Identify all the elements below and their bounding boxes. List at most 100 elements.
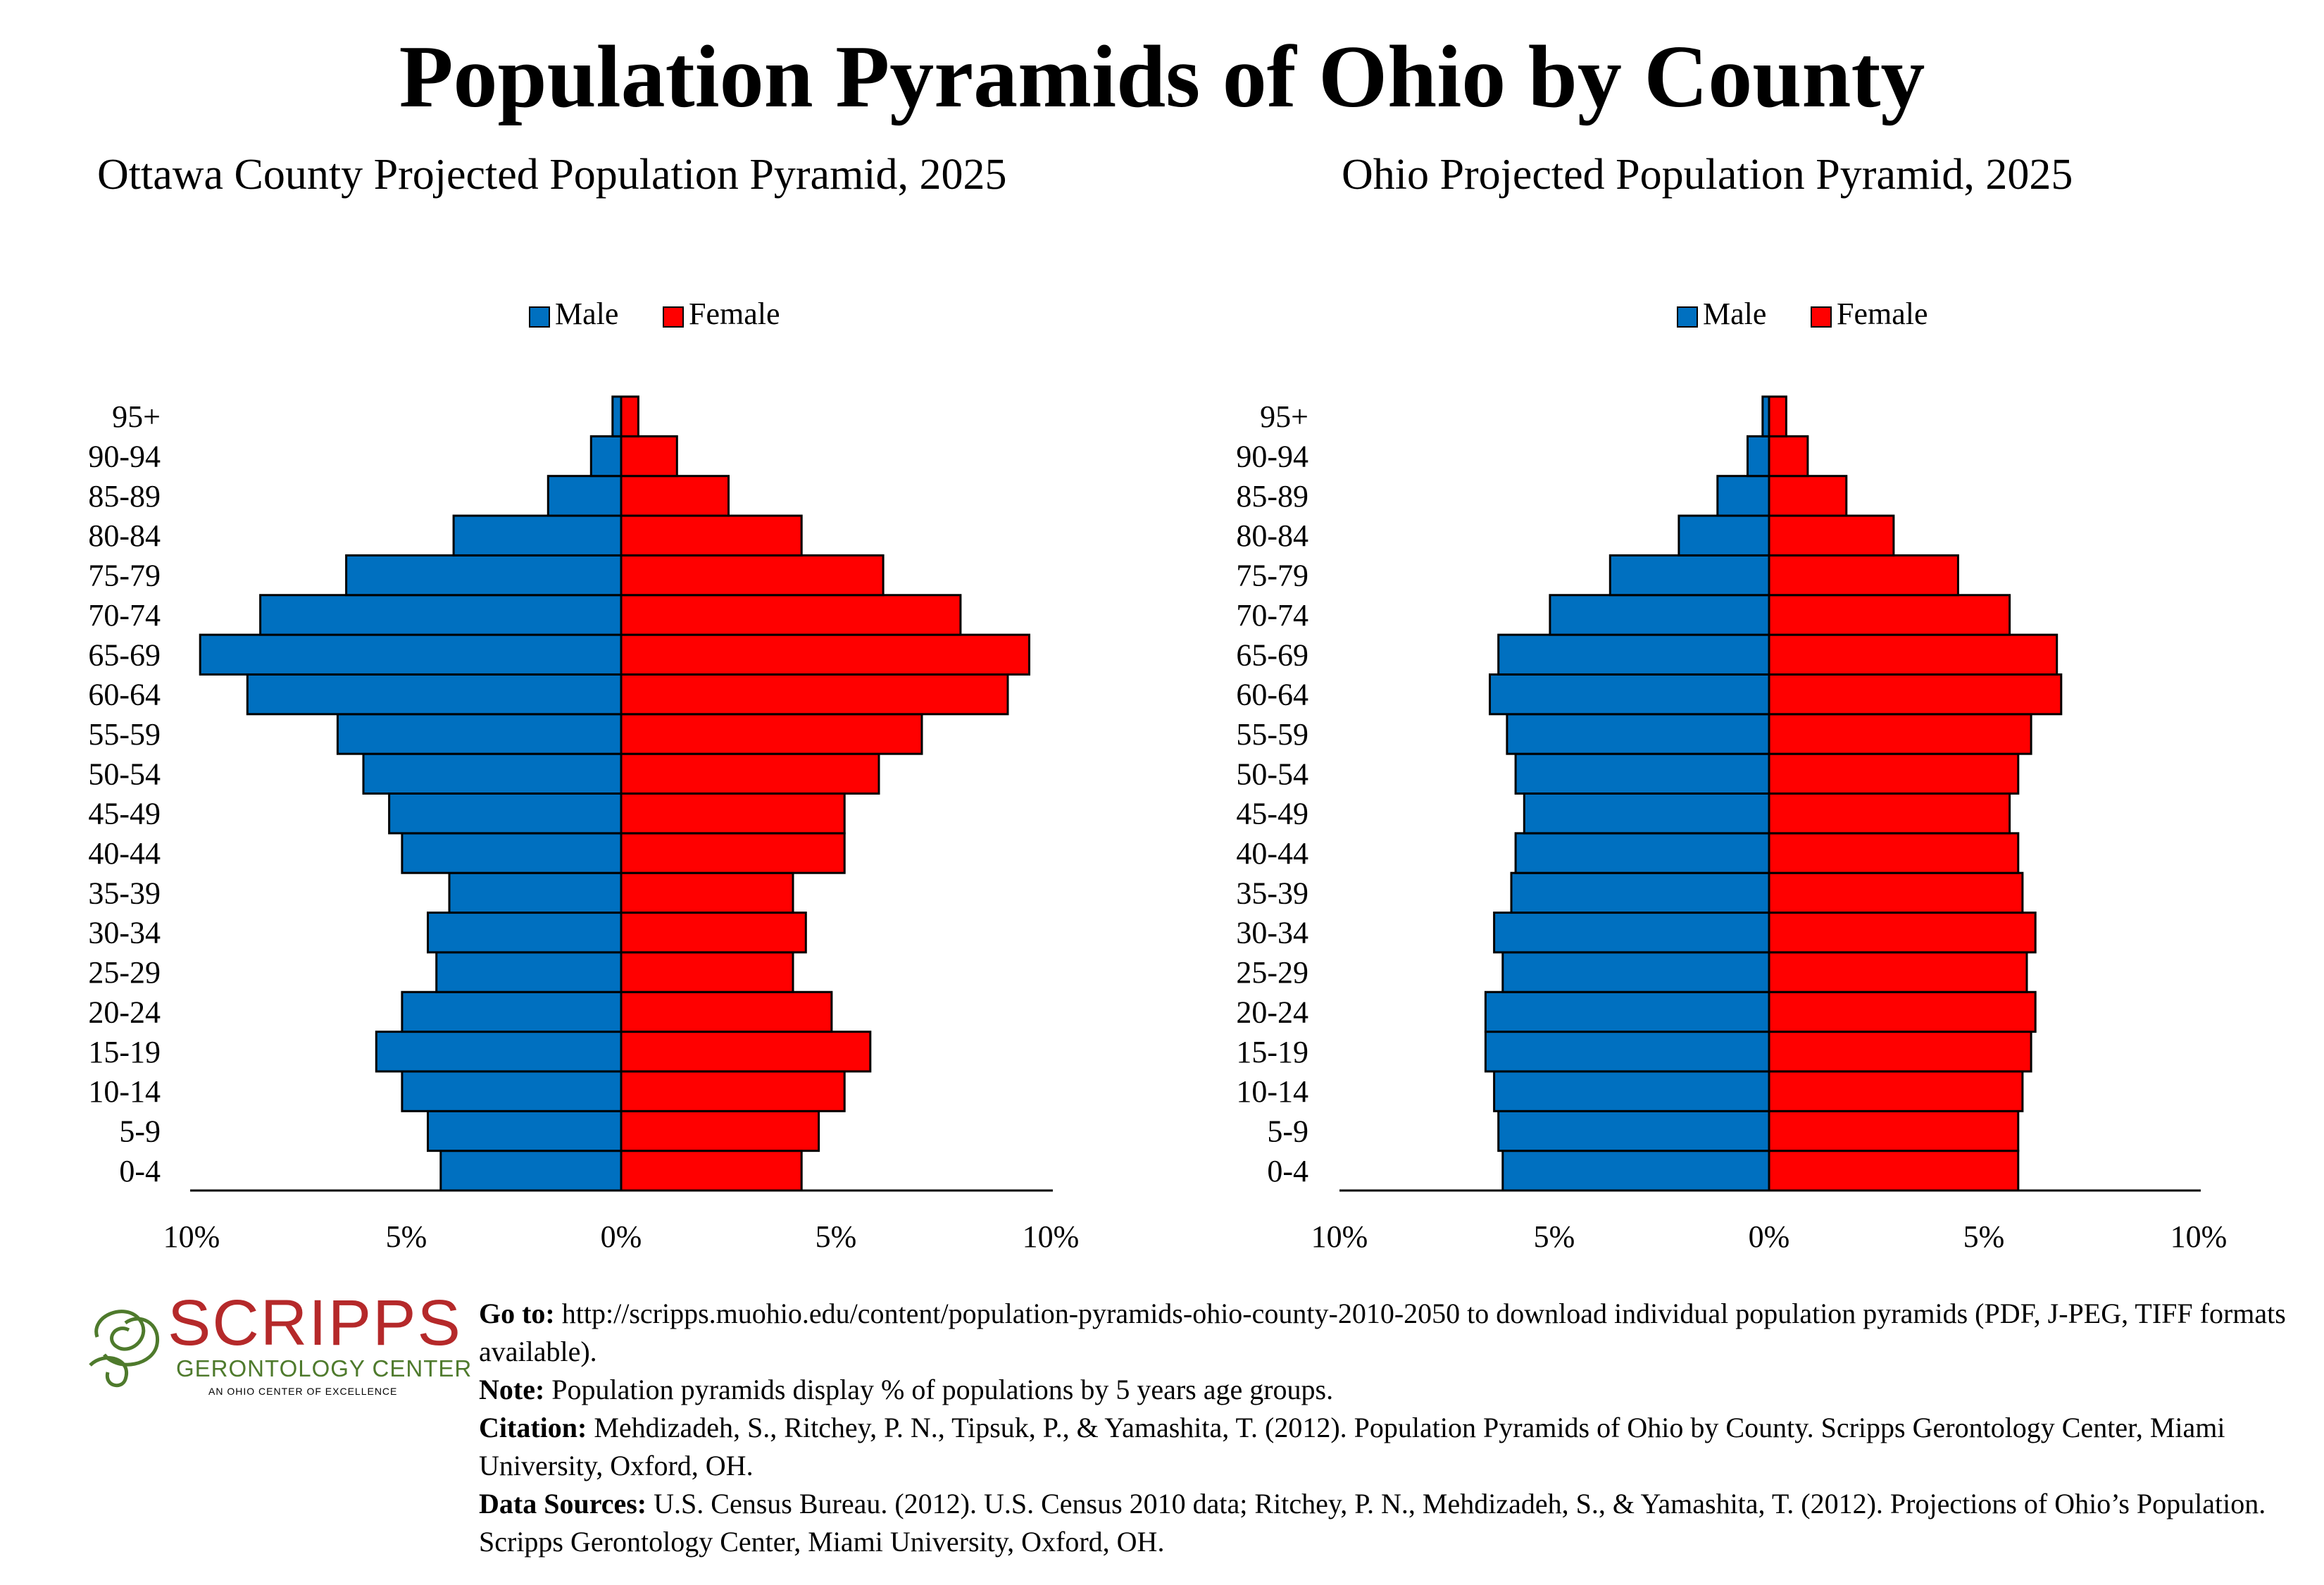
ottawa-category-label: 20-24 — [88, 995, 161, 1029]
ottawa-category-label: 5-9 — [119, 1114, 161, 1148]
note-label: Note: — [479, 1374, 545, 1405]
ottawa-legend-female-swatch — [663, 306, 684, 328]
ohio-category-label: 50-54 — [1236, 757, 1308, 791]
scripps-swirl-icon — [89, 1310, 159, 1388]
ohio-category-label: 45-49 — [1236, 797, 1308, 831]
ottawa-bar-male-0-4 — [439, 1150, 623, 1192]
ohio-category-label: 85-89 — [1236, 479, 1308, 514]
ottawa-bar-male-60-64 — [246, 673, 623, 716]
ottawa-category-label: 0-4 — [119, 1154, 161, 1188]
citation-note: Citation: Mehdizadeh, S., Ritchey, P. N.… — [479, 1409, 2310, 1485]
ottawa-category-label: 55-59 — [88, 717, 161, 752]
ottawa-x-tick-label: 5% — [386, 1219, 427, 1254]
ottawa-bar-male-15-19 — [375, 1031, 623, 1073]
notes-block: Go to: http://scripps.muohio.edu/content… — [479, 1295, 2310, 1561]
ottawa-category-label: 45-49 — [88, 797, 161, 831]
ohio-bar-male-40-44 — [1514, 832, 1770, 874]
ohio-bar-male-75-79 — [1608, 554, 1770, 597]
ohio-bar-female-15-19 — [1768, 1031, 2032, 1073]
ohio-bar-female-65-69 — [1768, 633, 2059, 676]
ohio-category-label: 20-24 — [1236, 995, 1308, 1029]
ottawa-bar-male-25-29 — [435, 951, 623, 993]
ottawa-bar-female-40-44 — [620, 832, 846, 874]
ottawa-bar-female-85-89 — [620, 475, 730, 517]
ottawa-category-label: 30-34 — [88, 916, 161, 950]
ottawa-category-label: 80-84 — [88, 518, 161, 553]
logo-subtitle: GERONTOLOGY CENTER — [176, 1355, 473, 1381]
ohio-bar-female-25-29 — [1768, 951, 2028, 993]
ottawa-category-label: 50-54 — [88, 757, 161, 791]
ohio-category-label: 10-14 — [1236, 1074, 1308, 1109]
ohio-bar-male-65-69 — [1497, 633, 1770, 676]
ottawa-bar-female-45-49 — [620, 792, 846, 835]
ohio-bar-male-20-24 — [1484, 990, 1770, 1033]
goto-text: http://scripps.muohio.edu/content/popula… — [479, 1298, 2286, 1367]
ohio-bar-male-50-54 — [1514, 752, 1770, 795]
logo-tagline: AN OHIO CENTER OF EXCELLENCE — [208, 1386, 398, 1397]
ohio-bar-female-45-49 — [1768, 792, 2011, 835]
ohio-bar-male-25-29 — [1501, 951, 1770, 993]
ohio-bar-male-80-84 — [1678, 514, 1770, 557]
ohio-bar-female-20-24 — [1768, 990, 2037, 1033]
ottawa-chart-title: Ottawa County Projected Population Pyram… — [97, 151, 1007, 199]
ottawa-x-tick-label: 10% — [163, 1219, 220, 1254]
ottawa-x-tick-label: 5% — [816, 1219, 857, 1254]
ohio-bar-male-85-89 — [1716, 475, 1770, 517]
ohio-legend-male-swatch — [1677, 306, 1698, 328]
ohio-bar-female-55-59 — [1768, 713, 2032, 755]
ottawa-category-label: 60-64 — [88, 678, 161, 712]
ohio-chart-title: Ohio Projected Population Pyramid, 2025 — [1342, 151, 2073, 199]
goto-label: Go to: — [479, 1298, 555, 1329]
ohio-bar-female-90-94 — [1768, 435, 1809, 478]
ohio-legend-female-label: Female — [1837, 297, 1928, 331]
ottawa-category-label: 25-29 — [88, 955, 161, 990]
ottawa-bar-male-90-94 — [589, 435, 623, 478]
sources-note: Data Sources: U.S. Census Bureau. (2012)… — [479, 1485, 2310, 1561]
ohio-legend-female-swatch — [1811, 306, 1832, 328]
ohio-bar-male-45-49 — [1523, 792, 1770, 835]
ohio-category-label: 0-4 — [1267, 1154, 1308, 1188]
ottawa-bar-female-5-9 — [620, 1110, 820, 1152]
ottawa-category-label: 10-14 — [88, 1074, 161, 1109]
ohio-bar-male-90-94 — [1747, 435, 1770, 478]
ohio-category-label: 95+ — [1260, 399, 1308, 434]
ottawa-bar-female-20-24 — [620, 990, 833, 1033]
ottawa-bar-female-60-64 — [620, 673, 1009, 716]
ottawa-bar-male-55-59 — [336, 713, 623, 755]
ohio-bar-male-5-9 — [1497, 1110, 1770, 1152]
ottawa-bar-female-65-69 — [620, 633, 1030, 676]
note-note: Note: Population pyramids display % of p… — [479, 1371, 2310, 1409]
ohio-bar-male-10-14 — [1493, 1070, 1770, 1112]
ohio-bar-male-70-74 — [1549, 594, 1770, 636]
logo-wordmark: SCRIPPS — [168, 1287, 462, 1359]
ohio-category-label: 90-94 — [1236, 440, 1308, 474]
ohio-category-label: 65-69 — [1236, 638, 1308, 672]
ohio-legend-male-label: Male — [1703, 297, 1766, 331]
ohio-bar-female-95+ — [1768, 395, 1787, 437]
ohio-category-label: 80-84 — [1236, 518, 1308, 553]
sources-label: Data Sources: — [479, 1488, 647, 1519]
ottawa-category-label: 85-89 — [88, 479, 161, 514]
ohio-category-label: 70-74 — [1236, 598, 1308, 633]
ottawa-category-label: 95+ — [112, 399, 161, 434]
ottawa-bar-female-55-59 — [620, 713, 923, 755]
page-title: Population Pyramids of Ohio by County — [399, 28, 1925, 126]
ottawa-x-tick-label: 10% — [1023, 1219, 1080, 1254]
ohio-category-label: 75-79 — [1236, 559, 1308, 593]
ohio-bar-female-80-84 — [1768, 514, 1895, 557]
ohio-bar-female-40-44 — [1768, 832, 2020, 874]
citation-text: Mehdizadeh, S., Ritchey, P. N., Tipsuk, … — [479, 1412, 2225, 1481]
ohio-category-label: 60-64 — [1236, 678, 1308, 712]
ottawa-legend-male-label: Male — [555, 297, 618, 331]
ohio-bar-female-50-54 — [1768, 752, 2020, 795]
ohio-bar-male-35-39 — [1510, 871, 1770, 914]
ohio-x-tick-label: 0% — [1749, 1219, 1790, 1254]
scripps-logo: SCRIPPS GERONTOLOGY CENTER AN OHIO CENTE… — [83, 1287, 471, 1400]
ottawa-bar-male-40-44 — [401, 832, 623, 874]
ohio-bar-male-0-4 — [1501, 1150, 1770, 1192]
ottawa-bar-female-95+ — [620, 395, 639, 437]
ohio-bar-male-60-64 — [1489, 673, 1770, 716]
sources-text: U.S. Census Bureau. (2012). U.S. Census … — [479, 1488, 2266, 1558]
ottawa-legend-male-swatch — [529, 306, 550, 328]
ottawa-bar-female-90-94 — [620, 435, 678, 478]
